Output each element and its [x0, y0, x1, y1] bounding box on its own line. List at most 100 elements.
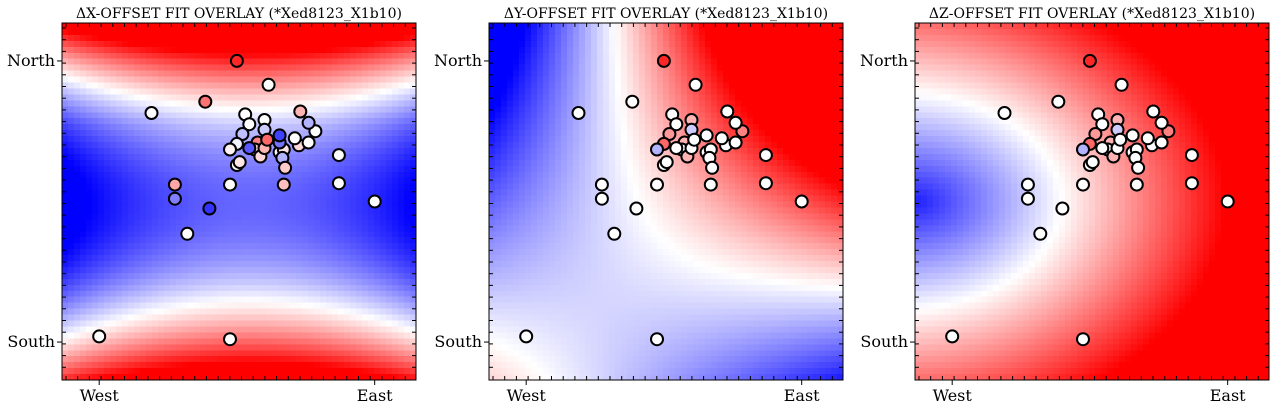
data-point [650, 332, 664, 347]
plot-frame [61, 22, 417, 381]
data-point [629, 201, 644, 216]
data-point [202, 201, 217, 216]
plot-frame [488, 22, 844, 381]
x-tick-label-east: East [784, 386, 820, 405]
data-point [232, 155, 247, 170]
data-point [669, 117, 684, 132]
data-point [1114, 77, 1129, 92]
data-point [594, 191, 609, 206]
data-point [607, 226, 622, 241]
minor-ticks [489, 23, 843, 380]
data-point [1076, 332, 1090, 347]
chart-title: ΔX-OFFSET FIT OVERLAY (*Xed8123_X1b10) [76, 6, 402, 22]
x-tick-label-west: West [80, 386, 120, 405]
data-point [1140, 131, 1155, 146]
data-point [223, 332, 237, 347]
data-point [1131, 160, 1146, 175]
x-tick-label-west: West [507, 386, 547, 405]
data-point [167, 191, 182, 206]
data-point [1055, 201, 1070, 216]
panel-1: ΔX-OFFSET FIT OVERLAY (*Xed8123_X1b10) No… [7, 6, 417, 405]
data-point [571, 106, 586, 120]
data-point [331, 148, 346, 163]
x-tick-label-east: East [1210, 386, 1246, 405]
data-point [703, 177, 718, 192]
data-point [1076, 177, 1090, 192]
data-point [301, 115, 316, 130]
data-point [229, 53, 244, 68]
data-point [293, 104, 308, 119]
data-point [260, 132, 275, 147]
heatmap-field [915, 23, 1270, 381]
chart-title: ΔZ-OFFSET FIT OVERLAY (*Xed8123_X1b10) [929, 6, 1255, 22]
y-tick-label-south: South [860, 332, 908, 351]
panels: ΔX-OFFSET FIT OVERLAY (*Xed8123_X1b10) No… [7, 6, 1270, 405]
panel-2: ΔY-OFFSET FIT OVERLAY (*Xed8123_X1b10) No… [434, 6, 844, 405]
data-point [301, 135, 316, 150]
data-point [144, 106, 159, 120]
minor-ticks [915, 23, 1269, 380]
data-point [1095, 117, 1110, 132]
data-point [331, 176, 346, 191]
data-point [720, 104, 735, 119]
data-point [1125, 128, 1140, 143]
data-point [688, 77, 703, 92]
data-point [1076, 142, 1090, 157]
data-point [1033, 226, 1048, 241]
data-point [945, 329, 960, 344]
chart-title: ΔY-OFFSET FIT OVERLAY (*Xed8123_X1b10) [504, 6, 828, 22]
data-point [656, 53, 671, 68]
data-point [1220, 194, 1235, 209]
data-point [1129, 177, 1144, 192]
data-point [180, 226, 195, 241]
data-point [1184, 176, 1199, 191]
y-tick-label-south: South [7, 332, 55, 351]
data-point [758, 176, 773, 191]
data-point [794, 194, 809, 209]
data-point [367, 194, 382, 209]
data-point [1085, 155, 1100, 170]
data-point [278, 160, 293, 175]
data-point [242, 117, 257, 132]
y-tick-label-north: North [434, 51, 482, 70]
data-point [997, 106, 1012, 120]
data-point [758, 148, 773, 163]
data-point [223, 177, 237, 192]
data-point [669, 141, 684, 156]
scatter-points [519, 53, 809, 347]
data-point [1051, 94, 1066, 109]
data-point [1154, 115, 1169, 130]
data-point [198, 94, 213, 109]
data-point [705, 160, 720, 175]
data-point [223, 142, 237, 157]
data-point [650, 142, 664, 157]
data-point [625, 94, 640, 109]
data-point [167, 177, 182, 192]
data-point [1146, 104, 1161, 119]
data-point [287, 131, 302, 146]
x-tick-label-east: East [357, 386, 393, 405]
scatter-points [945, 53, 1235, 347]
data-point [659, 155, 674, 170]
y-tick-label-south: South [434, 332, 482, 351]
minor-ticks [62, 23, 416, 380]
data-point [1113, 132, 1128, 147]
data-point [594, 177, 609, 192]
data-point [1020, 177, 1035, 192]
y-tick-label-north: North [7, 51, 55, 70]
data-point [728, 115, 743, 130]
plot-frame [914, 22, 1270, 381]
data-point [519, 329, 534, 344]
data-point [714, 131, 729, 146]
data-point [1082, 53, 1097, 68]
x-tick-label-west: West [933, 386, 973, 405]
heatmap-field [489, 23, 844, 381]
data-point [92, 329, 107, 344]
data-point [276, 177, 291, 192]
data-point [272, 128, 287, 143]
data-point [1184, 148, 1199, 163]
data-point [1095, 141, 1110, 156]
y-tick-label-north: North [860, 51, 908, 70]
panel-3: ΔZ-OFFSET FIT OVERLAY (*Xed8123_X1b10) No… [860, 6, 1270, 405]
